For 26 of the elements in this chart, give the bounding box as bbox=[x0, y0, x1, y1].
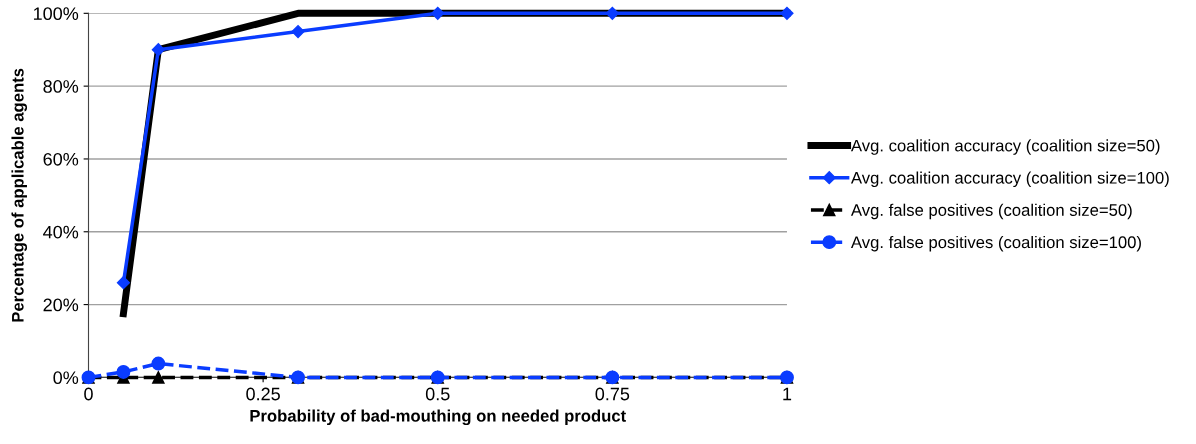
y-tick-label: 0% bbox=[53, 371, 79, 385]
point bbox=[780, 6, 794, 20]
x-axis-title: Probability of bad-mouthing on needed product bbox=[250, 409, 626, 426]
y-tick-label: 20% bbox=[43, 298, 79, 312]
x-tick-label: 1 bbox=[783, 387, 792, 401]
x-tick-label: 0.5 bbox=[425, 387, 450, 401]
y-axis-title: Percentage of applicable agents bbox=[11, 68, 28, 322]
y-tick-label: 80% bbox=[43, 80, 79, 93]
point bbox=[605, 6, 619, 20]
point bbox=[151, 356, 166, 371]
x-tick-label: 0 bbox=[84, 387, 93, 401]
point bbox=[152, 371, 165, 384]
point bbox=[116, 364, 131, 379]
x-tick-label: 0.75 bbox=[595, 387, 630, 401]
point bbox=[116, 276, 131, 290]
point bbox=[431, 6, 445, 20]
x-tick-label: 0.25 bbox=[246, 387, 280, 401]
y-tick-label: 100% bbox=[33, 7, 79, 21]
legend-label: Avg. false positives (coalition size=50) bbox=[850, 203, 1132, 220]
y-tick-label: 60% bbox=[43, 152, 79, 166]
point bbox=[151, 43, 165, 57]
legend-label: Avg. coalition accuracy (coalition size=100) bbox=[850, 171, 1169, 188]
point bbox=[291, 24, 305, 39]
legend-label: Avg. coalition accuracy (coalition size=50) bbox=[850, 139, 1160, 155]
legend-label: Avg. false positives (coalition size=100) bbox=[850, 235, 1141, 252]
y-tick-label: 40% bbox=[43, 225, 79, 239]
